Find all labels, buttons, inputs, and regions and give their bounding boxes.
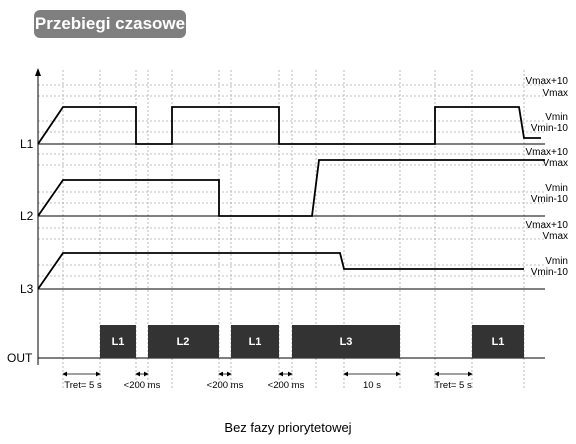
level-l3-vmin: Vmin — [545, 256, 568, 267]
pulse-1 — [100, 325, 136, 358]
level-grid — [38, 84, 545, 277]
interval-label-1: Tret= 5 s — [64, 380, 102, 391]
interval-label-4: <200 ms — [268, 380, 305, 391]
level-l1-vmin10: Vmin-10 — [531, 123, 569, 134]
interval-label-2: <200 ms — [124, 380, 161, 391]
pulse-5 — [472, 325, 524, 358]
level-l3-vmax10: Vmax+10 — [525, 220, 568, 231]
level-l1-vmax: Vmax — [542, 88, 568, 99]
waveform-l2 — [37, 159, 545, 217]
level-l2-vmin: Vmin — [545, 183, 568, 194]
diagram-caption: Bez fazy priorytetowej — [224, 420, 352, 435]
level-l2-vmax10: Vmax+10 — [525, 147, 568, 158]
channel-label-l3: L3 — [20, 282, 34, 296]
pulse-label-5: L1 — [492, 336, 505, 348]
level-l1-vmin: Vmin — [545, 112, 568, 123]
waveform-l3 — [37, 252, 524, 290]
channel-label-l2: L2 — [20, 209, 34, 223]
level-l1-vmax10: Vmax+10 — [525, 76, 568, 87]
interval-label-3: <200 ms — [207, 380, 244, 391]
output-label: OUT — [7, 351, 33, 365]
pulse-label-4: L3 — [340, 336, 353, 348]
diagram-title: Przebiegi czasowe — [34, 10, 186, 38]
y-axis-arrow — [35, 68, 41, 76]
pulse-4 — [292, 325, 400, 358]
interval-label-6: Tret= 5 s — [434, 380, 472, 391]
output-pulses — [100, 325, 524, 358]
pulse-label-2: L2 — [177, 336, 190, 348]
level-l3-vmax: Vmax — [542, 231, 568, 242]
interval-label-5: 10 s — [363, 380, 381, 391]
pulse-3 — [231, 325, 279, 358]
level-l3-vmin10: Vmin-10 — [531, 267, 569, 278]
level-l2-vmin10: Vmin-10 — [531, 194, 569, 205]
pulse-label-1: L1 — [112, 336, 125, 348]
pulse-2 — [148, 325, 219, 358]
waveform-l1 — [37, 106, 541, 145]
pulse-label-3: L1 — [249, 336, 262, 348]
level-l2-vmax: Vmax — [542, 158, 568, 169]
channel-label-l1: L1 — [20, 137, 34, 151]
